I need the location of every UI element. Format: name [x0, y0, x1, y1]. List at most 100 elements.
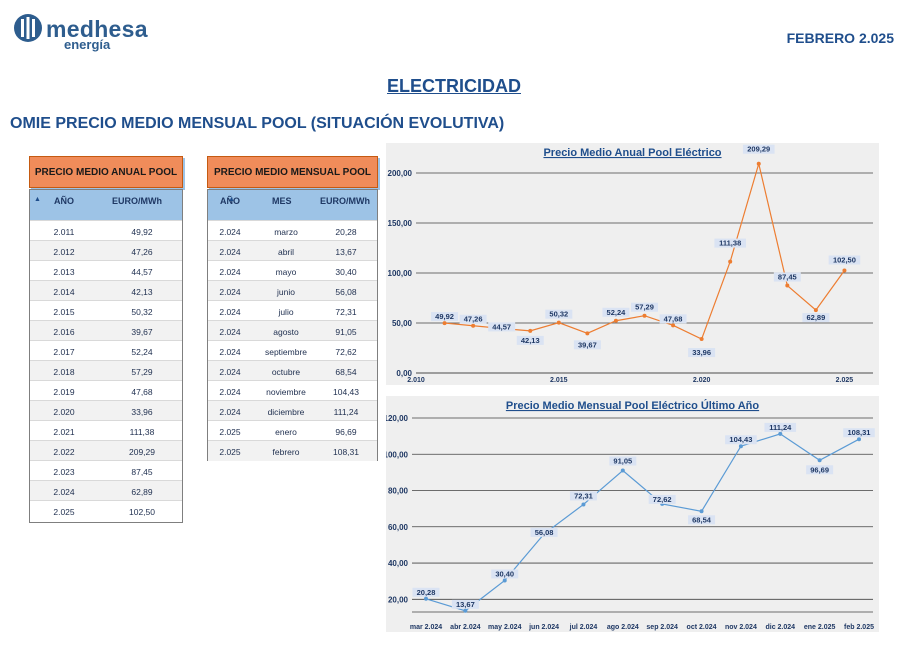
cell-month: septiembre — [264, 347, 308, 357]
cell-value: 102,50 — [129, 507, 155, 517]
cell-value: 47,68 — [131, 387, 153, 397]
data-label-bg — [828, 255, 861, 265]
col-header-month: MES — [272, 196, 292, 206]
x-tick-label: nov 2.024 — [725, 624, 757, 631]
data-label-bg — [488, 322, 516, 332]
data-point — [857, 437, 861, 442]
cell-year: 2.024 — [219, 267, 241, 277]
data-label-bg — [648, 494, 676, 504]
cell-year: 2.024 — [219, 227, 241, 237]
cell-year: 2.022 — [53, 447, 75, 457]
x-tick-label: ene 2.025 — [804, 624, 836, 631]
data-point — [699, 509, 704, 514]
data-label-bg — [431, 312, 459, 322]
data-label: 108,31 — [848, 428, 871, 437]
data-point — [699, 337, 704, 342]
table-row: 2.021 111,38 — [30, 420, 182, 441]
data-label-bg — [843, 428, 875, 438]
x-tick-label: abr 2.024 — [450, 624, 480, 631]
cell-value: 62,89 — [131, 487, 153, 497]
data-label-bg — [688, 515, 716, 525]
cell-year: 2.024 — [219, 307, 241, 317]
cell-month: mayo — [275, 267, 297, 277]
data-label-bg — [688, 348, 716, 358]
monthly-table-header: AÑO ▲ MES EURO/MWh — [208, 190, 377, 220]
sort-arrow-icon[interactable]: ▲ — [228, 196, 235, 203]
data-label-bg — [573, 340, 601, 350]
series-line — [444, 161, 845, 340]
data-point — [471, 323, 476, 328]
col-header-value: EURO/MWh — [112, 196, 162, 206]
cell-year: 2.020 — [53, 407, 75, 417]
table-row: 2.025 102,50 — [30, 500, 182, 521]
data-label-bg — [569, 491, 597, 501]
annual-table: AÑO ▲ EURO/MWh 2.011 49,92 2.012 47,26 2.013… — [29, 189, 183, 523]
table-row: 2.025 enero 96,69 — [208, 420, 377, 441]
medhesa-logo-icon — [14, 14, 42, 42]
data-label: 102,50 — [833, 256, 856, 265]
cell-year: 2.011 — [53, 227, 75, 237]
cell-value: 56,08 — [335, 287, 357, 297]
data-label-bg — [725, 435, 757, 445]
logo-subtitle: energía — [64, 37, 111, 52]
data-label: 91,05 — [613, 456, 632, 465]
data-label: 30,40 — [495, 569, 514, 578]
cell-value: 111,38 — [129, 427, 155, 437]
x-tick-label: sep 2.024 — [646, 624, 678, 631]
annual-table-header: AÑO ▲ EURO/MWh — [30, 190, 182, 220]
data-label: 68,54 — [692, 515, 712, 524]
table-row: 2.011 49,92 — [30, 220, 182, 241]
cell-year: 2.024 — [53, 487, 75, 497]
table-row: 2.024 marzo 20,28 — [208, 220, 377, 241]
y-tick-label: 150,00 — [388, 219, 413, 228]
table-row: 2.024 diciembre 111,24 — [208, 400, 377, 421]
cell-year: 2.024 — [219, 347, 241, 357]
x-tick-label: may 2.024 — [488, 624, 522, 631]
table-row: 2.024 octubre 68,54 — [208, 360, 377, 381]
data-label: 44,57 — [492, 322, 511, 331]
data-label-bg — [545, 309, 573, 319]
cell-value: 87,45 — [131, 467, 153, 477]
table-row: 2.025 febrero 108,31 — [208, 440, 377, 461]
cell-month: julio — [278, 307, 294, 317]
data-point — [442, 321, 447, 326]
data-label-bg — [742, 144, 775, 154]
x-tick-label: 2.010 — [407, 377, 425, 384]
data-point — [778, 431, 783, 436]
data-label: 72,62 — [653, 495, 672, 504]
table-row: 2.023 87,45 — [30, 460, 182, 481]
cell-year: 2.024 — [219, 387, 241, 397]
table-row: 2.012 47,26 — [30, 240, 182, 261]
cell-month: octubre — [271, 367, 301, 377]
data-label: 13,67 — [456, 600, 475, 609]
data-label: 56,08 — [535, 528, 554, 537]
cell-month: noviembre — [266, 387, 306, 397]
sort-arrow-icon[interactable]: ▲ — [34, 196, 41, 203]
cell-month: abril — [277, 247, 295, 257]
cell-year: 2.016 — [53, 327, 75, 337]
data-label: 96,69 — [810, 465, 829, 474]
data-label: 49,92 — [435, 312, 454, 321]
data-label-bg — [806, 465, 834, 475]
chart-title: Precio Medio Anual Pool Eléctrico — [543, 147, 721, 159]
cell-value: 111,24 — [333, 407, 359, 417]
cell-month: diciembre — [267, 407, 305, 417]
x-tick-label: ago 2.024 — [607, 624, 639, 631]
cell-value: 209,29 — [129, 447, 155, 457]
data-label-bg — [459, 314, 487, 324]
cell-month: marzo — [274, 227, 298, 237]
cell-month: enero — [275, 427, 297, 437]
data-label-bg — [764, 422, 797, 432]
data-label-bg — [773, 272, 801, 282]
table-row: 2.024 62,89 — [30, 480, 182, 501]
data-label: 104,43 — [729, 435, 752, 444]
col-header-year[interactable]: AÑO — [220, 196, 240, 206]
data-label-bg — [412, 587, 440, 597]
col-header-year[interactable]: AÑO — [54, 196, 74, 206]
data-label: 57,29 — [635, 303, 654, 312]
data-label: 111,38 — [719, 239, 741, 248]
data-label: 47,68 — [664, 314, 683, 323]
data-point — [528, 328, 533, 333]
cell-value: 30,40 — [335, 267, 357, 277]
cell-year: 2.021 — [53, 427, 75, 437]
